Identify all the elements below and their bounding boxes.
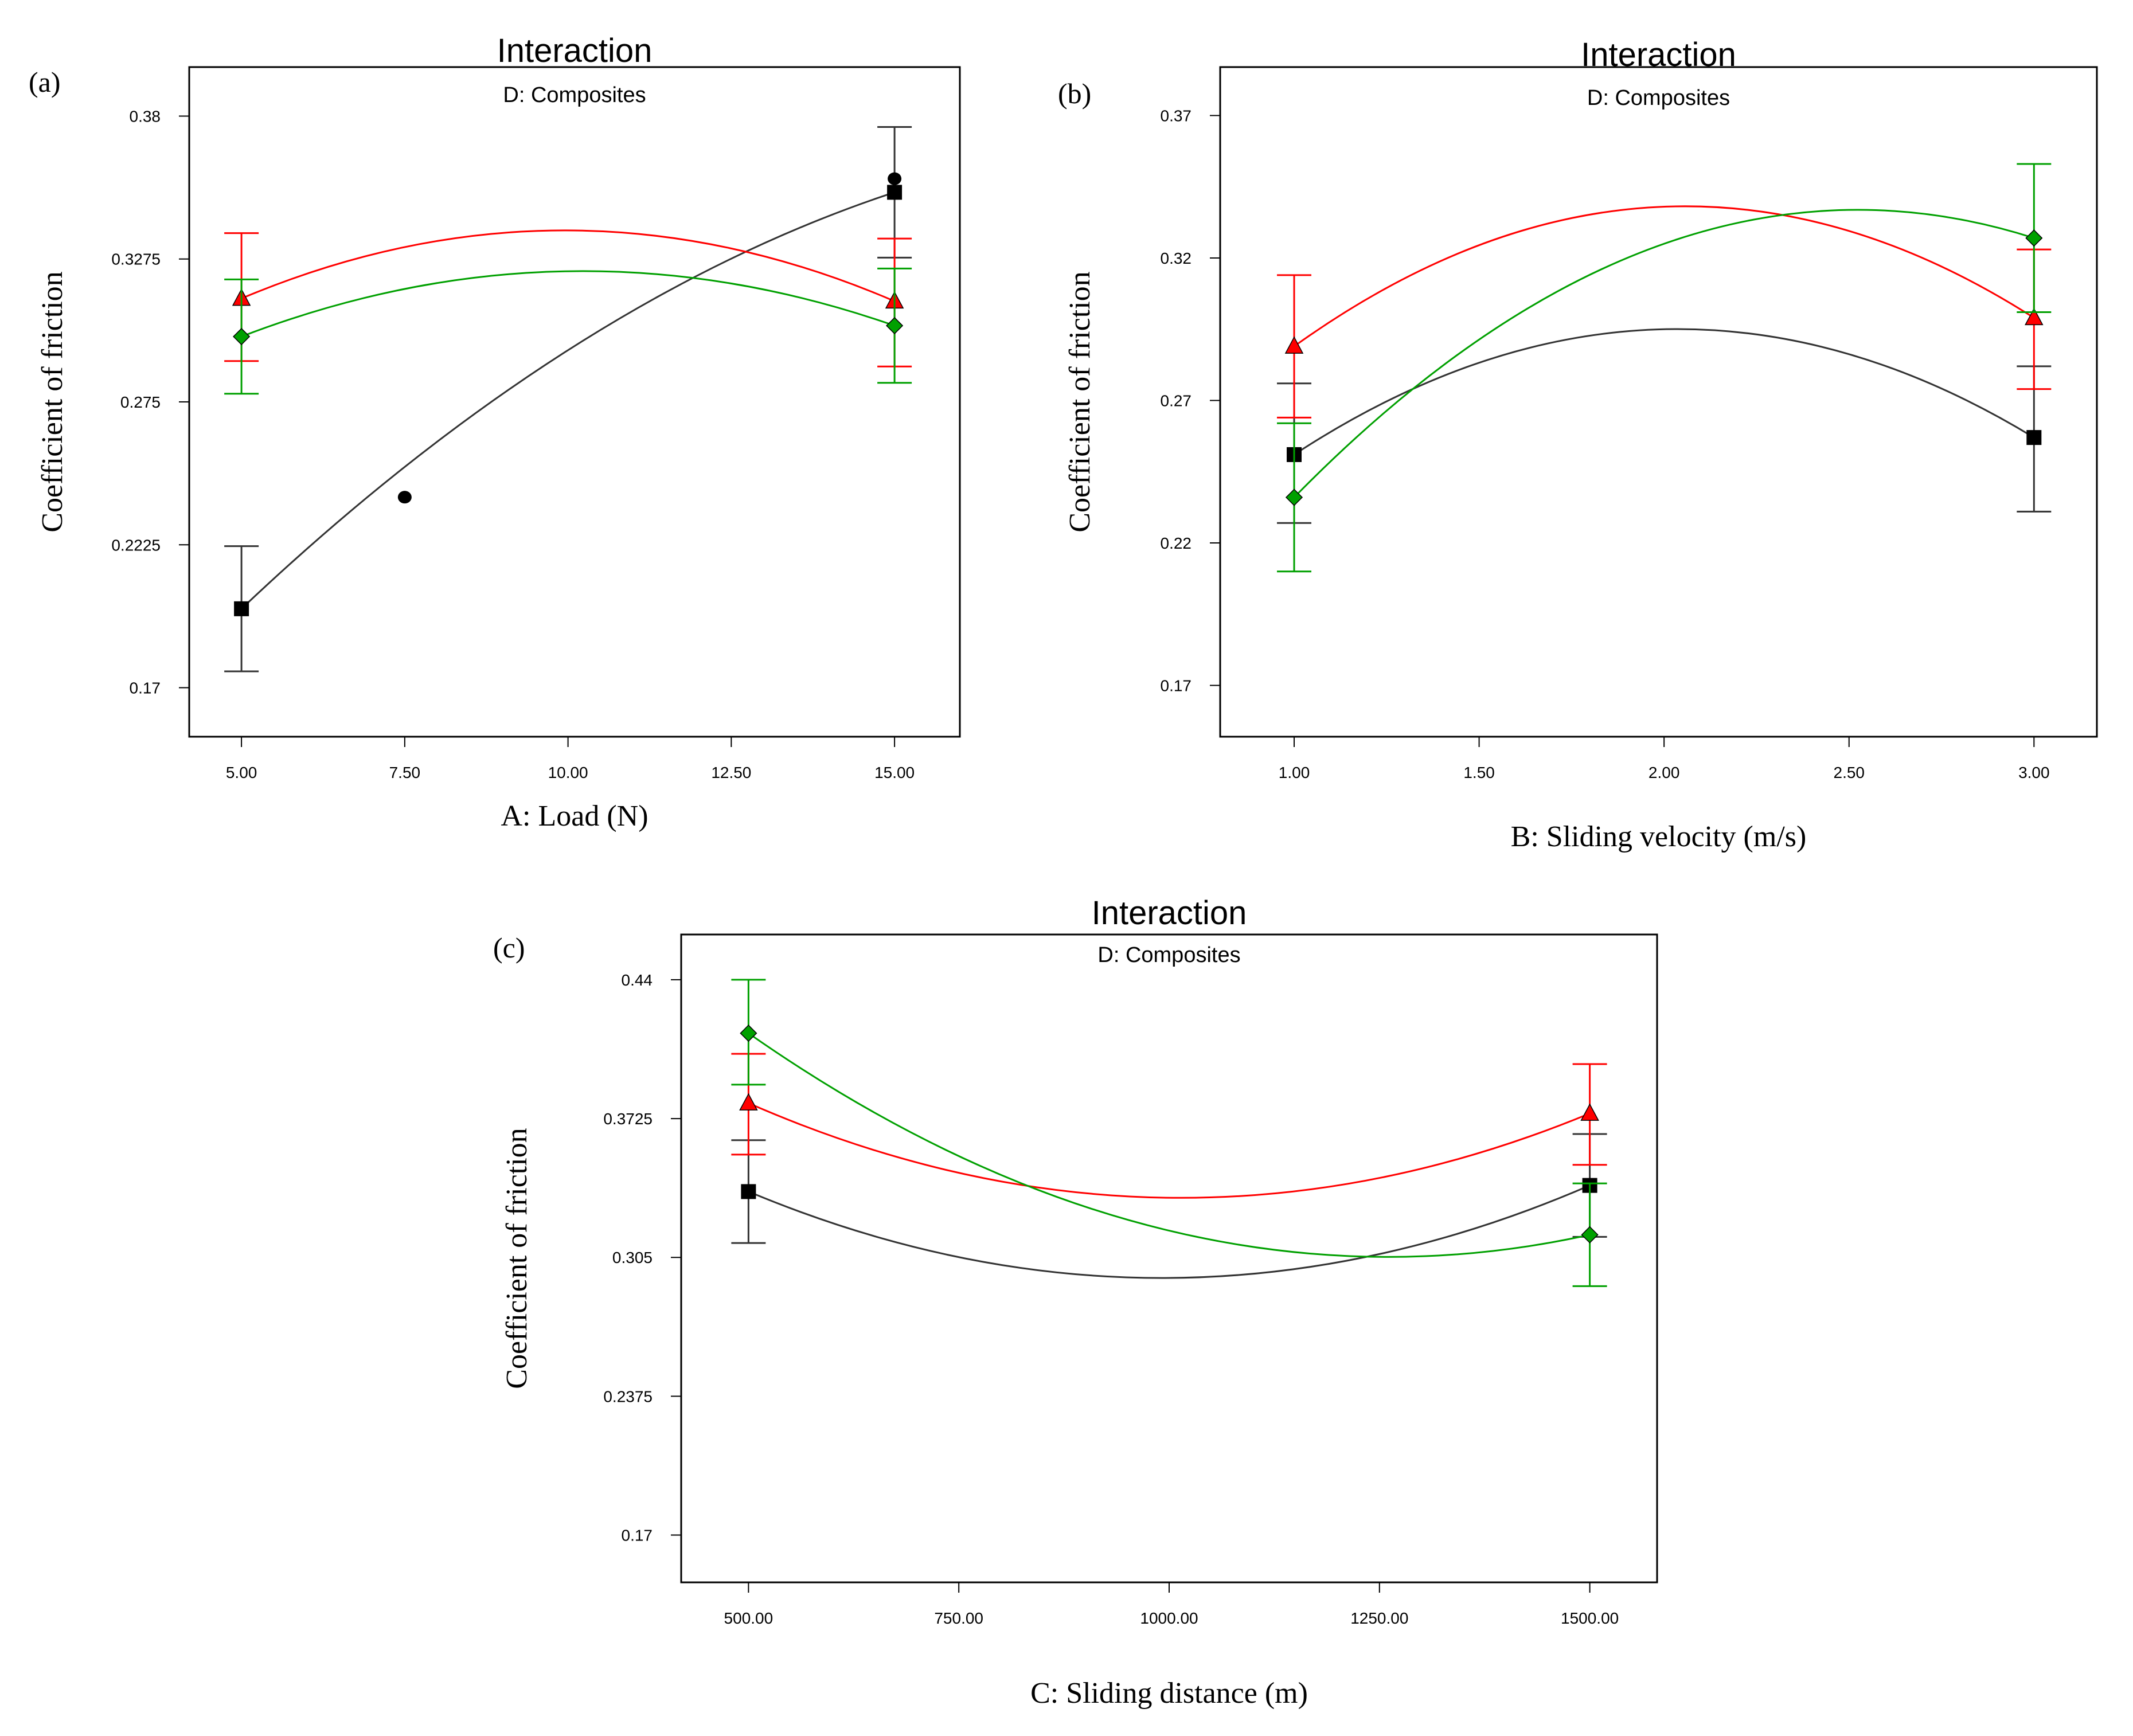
marker-red — [1580, 1103, 1599, 1121]
series-line-black — [748, 1184, 1591, 1279]
chart-title: Interaction — [1092, 894, 1247, 932]
marker-green — [886, 316, 904, 335]
marker-black — [2026, 430, 2042, 445]
series-line-black — [241, 191, 895, 609]
series-line-green — [1293, 209, 2034, 498]
y-tick-label: 0.22 — [1161, 534, 1192, 552]
y-tick-label: 0.2375 — [603, 1387, 653, 1405]
x-axis-label: B: Sliding velocity (m/s) — [1511, 820, 1807, 853]
y-axis-label: Coefficient of friction — [36, 271, 69, 532]
x-tick-label: 2.50 — [1834, 764, 1865, 781]
x-tick-label: 750.00 — [934, 1609, 983, 1627]
x-tick-label: 10.00 — [548, 764, 588, 781]
x-tick-label: 5.00 — [226, 764, 257, 781]
chart-subtitle: D: Composites — [1587, 86, 1730, 110]
x-tick-label: 500.00 — [724, 1609, 773, 1627]
y-tick-label: 0.17 — [622, 1526, 653, 1544]
panel-a: 0.17 0.2225 0.275 0.3275 0.38 5.00 7.50 10.00 12… — [29, 32, 961, 832]
y-tick-label: 0.27 — [1161, 392, 1192, 410]
series-line-green — [241, 270, 895, 338]
chart-subtitle: D: Composites — [1097, 943, 1240, 967]
series-line-red — [241, 229, 895, 302]
series-line-black — [1294, 328, 2035, 456]
marker-green — [1285, 488, 1303, 506]
y-tick-label: 0.17 — [130, 679, 161, 697]
x-tick-label: 3.00 — [2018, 764, 2050, 781]
panel-label: (b) — [1058, 77, 1091, 110]
y-tick-label: 0.37 — [1161, 107, 1192, 124]
series-line-red — [748, 1102, 1591, 1199]
plot-frame — [680, 933, 1658, 1583]
panel-b: 0.17 0.22 0.27 0.32 0.37 1.00 1.50 2.00 2.50 3.00… — [1058, 36, 2098, 853]
y-tick-label: 0.38 — [130, 107, 161, 125]
x-tick-label: 1.50 — [1463, 764, 1495, 781]
marker-black — [234, 601, 249, 616]
panel-c: 0.17 0.2375 0.305 0.3725 0.44 500.00 750.00 100… — [493, 894, 1658, 1710]
y-tick-label: 0.44 — [622, 971, 653, 989]
x-tick-label: 1250.00 — [1350, 1609, 1408, 1627]
series-line-green — [748, 1032, 1590, 1258]
marker-green — [1581, 1226, 1599, 1244]
y-tick-label: 0.3725 — [603, 1110, 653, 1128]
y-tick-label: 0.2225 — [111, 536, 161, 554]
panel-label: (c) — [493, 932, 525, 964]
y-tick-label: 0.17 — [1161, 677, 1192, 695]
chart-title: Interaction — [497, 32, 653, 69]
marker-black — [741, 1184, 756, 1199]
series-line-red — [1294, 205, 2035, 347]
panel-label: (a) — [29, 66, 61, 98]
chart-subtitle: D: Composites — [503, 83, 646, 107]
x-tick-label: 12.50 — [711, 764, 751, 781]
x-tick-label: 1.00 — [1279, 764, 1310, 781]
x-axis-label: C: Sliding distance (m) — [1030, 1677, 1308, 1710]
y-axis-label: Coefficient of friction — [1064, 271, 1096, 532]
x-tick-label: 15.00 — [874, 764, 915, 781]
marker-green — [2025, 229, 2043, 247]
marker-red — [739, 1093, 758, 1111]
x-tick-label: 1500.00 — [1561, 1609, 1619, 1627]
marker-red — [1284, 336, 1304, 354]
y-tick-label: 0.275 — [120, 393, 161, 411]
y-axis-label: Coefficient of friction — [501, 1128, 533, 1389]
plot-frame — [188, 66, 961, 738]
x-tick-label: 2.00 — [1648, 764, 1680, 781]
plot-frame — [1219, 66, 2098, 738]
marker-green — [233, 327, 251, 346]
marker-red — [2025, 307, 2044, 326]
x-tick-label: 1000.00 — [1140, 1609, 1198, 1627]
marker-green — [740, 1025, 757, 1042]
chart-title: Interaction — [1581, 36, 1736, 73]
y-tick-label: 0.3275 — [111, 251, 161, 268]
x-tick-label: 7.50 — [389, 764, 421, 781]
design-point — [397, 491, 412, 504]
marker-black — [887, 185, 903, 200]
x-axis-label: A: Load (N) — [501, 800, 648, 832]
y-tick-label: 0.305 — [612, 1249, 653, 1266]
design-point — [888, 172, 902, 185]
y-tick-label: 0.32 — [1161, 249, 1192, 267]
